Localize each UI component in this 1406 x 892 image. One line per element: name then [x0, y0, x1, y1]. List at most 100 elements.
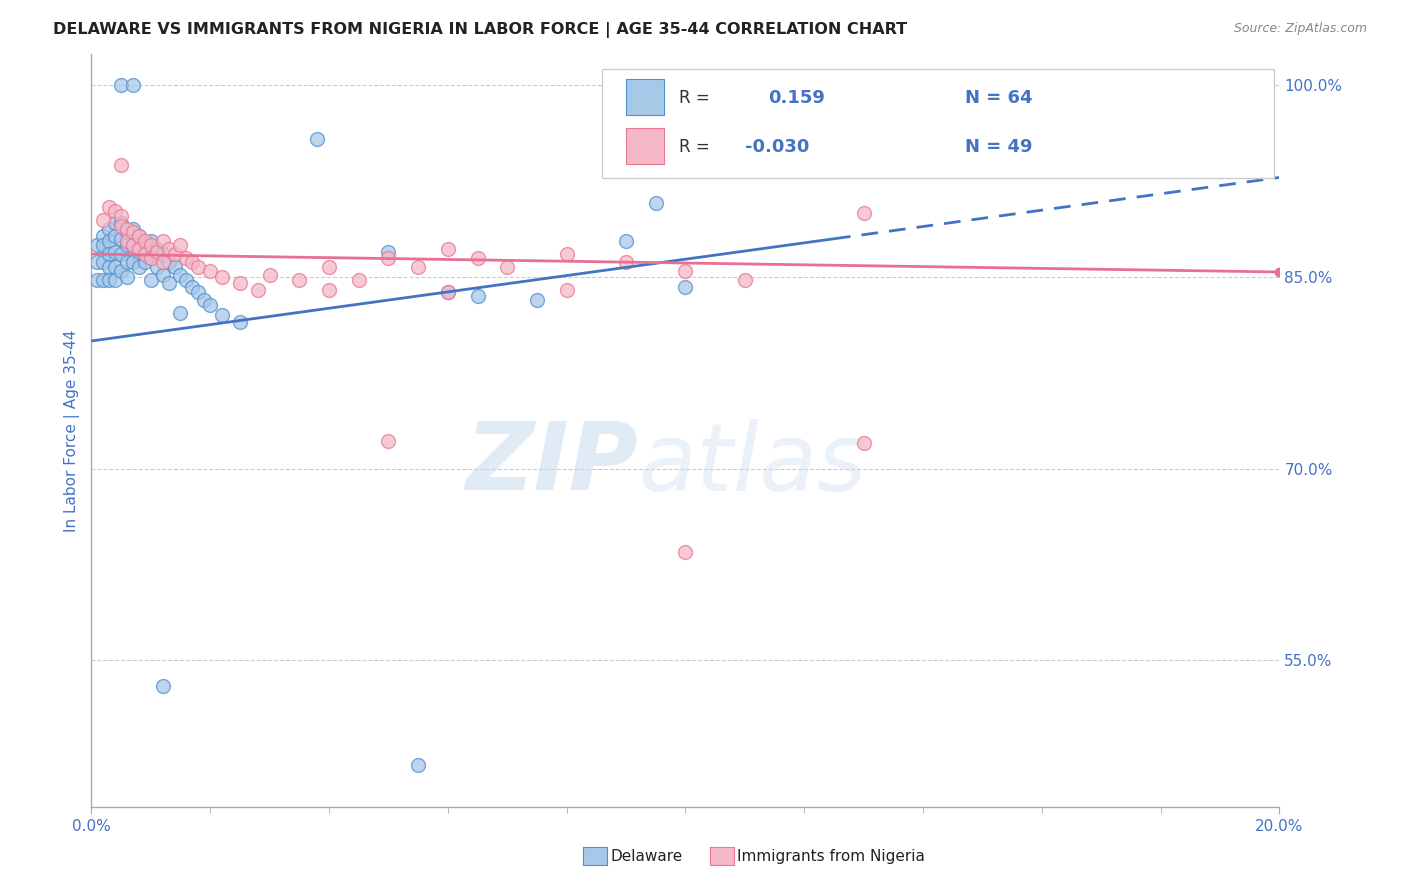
Point	[91, 212, 114, 227]
Y-axis label: In Labor Force | Age 35-44: In Labor Force | Age 35-44	[65, 329, 80, 532]
Text: Delaware: Delaware	[610, 849, 682, 863]
Text: N = 64: N = 64	[965, 89, 1032, 107]
Point	[318, 283, 340, 297]
Text: DELAWARE VS IMMIGRANTS FROM NIGERIA IN LABOR FORCE | AGE 35-44 CORRELATION CHART: DELAWARE VS IMMIGRANTS FROM NIGERIA IN L…	[53, 22, 907, 38]
Point	[128, 260, 150, 274]
Point	[246, 283, 269, 297]
Point	[152, 254, 174, 268]
Point	[377, 244, 399, 259]
Point	[115, 238, 138, 252]
Point	[110, 247, 132, 261]
Point	[229, 315, 252, 329]
Text: Immigrants from Nigeria: Immigrants from Nigeria	[737, 849, 925, 863]
Point	[152, 247, 174, 261]
Point	[176, 251, 198, 265]
Point	[122, 221, 145, 235]
Point	[200, 298, 222, 312]
Point	[163, 247, 186, 261]
Text: Source: ZipAtlas.com: Source: ZipAtlas.com	[1233, 22, 1367, 36]
Point	[152, 268, 174, 282]
Point	[169, 306, 191, 320]
Point	[98, 247, 121, 261]
Point	[122, 254, 145, 268]
Point	[134, 254, 156, 268]
FancyBboxPatch shape	[626, 78, 664, 115]
Text: 0.159: 0.159	[769, 89, 825, 107]
Text: ZIP: ZIP	[465, 418, 638, 510]
Point	[526, 293, 548, 307]
Point	[128, 242, 150, 256]
Point	[115, 270, 138, 285]
Point	[104, 260, 127, 274]
Point	[104, 216, 127, 230]
Point	[852, 206, 875, 220]
Point	[288, 273, 311, 287]
Point	[673, 263, 696, 277]
Point	[169, 238, 191, 252]
Text: atlas: atlas	[638, 419, 866, 510]
Point	[110, 219, 132, 233]
Point	[157, 277, 180, 291]
Point	[496, 260, 519, 274]
Point	[139, 251, 162, 265]
Point	[115, 235, 138, 249]
Point	[734, 273, 756, 287]
Point	[128, 229, 150, 244]
Point	[122, 78, 145, 93]
Point	[110, 78, 132, 93]
Point	[436, 285, 458, 300]
Point	[98, 273, 121, 287]
Point	[181, 254, 204, 268]
Point	[157, 242, 180, 256]
Point	[139, 273, 162, 287]
Point	[211, 309, 233, 323]
Point	[406, 260, 429, 274]
FancyBboxPatch shape	[602, 69, 1274, 178]
Point	[852, 436, 875, 450]
Point	[115, 221, 138, 235]
Point	[259, 268, 281, 282]
Point	[128, 229, 150, 244]
Point	[98, 260, 121, 274]
Point	[673, 545, 696, 559]
Point	[145, 260, 167, 274]
Point	[555, 247, 578, 261]
Point	[86, 238, 108, 252]
Point	[134, 238, 156, 252]
Point	[152, 235, 174, 249]
Point	[644, 196, 666, 211]
Point	[145, 244, 167, 259]
Text: R =: R =	[679, 89, 710, 107]
Point	[104, 229, 127, 244]
Point	[467, 289, 489, 303]
Point	[110, 232, 132, 246]
Point	[91, 273, 114, 287]
Point	[104, 244, 127, 259]
Point	[122, 238, 145, 252]
Point	[211, 270, 233, 285]
Point	[86, 254, 108, 268]
Point	[104, 203, 127, 218]
Point	[555, 283, 578, 297]
Point	[115, 254, 138, 268]
Point	[436, 242, 458, 256]
Text: -0.030: -0.030	[745, 137, 810, 155]
Point	[91, 229, 114, 244]
Point	[98, 221, 121, 235]
Point	[187, 260, 209, 274]
Point	[110, 216, 132, 230]
Point	[181, 280, 204, 294]
Point	[110, 158, 132, 172]
Text: N = 49: N = 49	[965, 137, 1032, 155]
Point	[98, 235, 121, 249]
Point	[110, 263, 132, 277]
Point	[176, 273, 198, 287]
Point	[436, 285, 458, 300]
Point	[110, 209, 132, 223]
Point	[673, 280, 696, 294]
Point	[152, 679, 174, 693]
Point	[157, 254, 180, 268]
Point	[128, 244, 150, 259]
Point	[467, 251, 489, 265]
Point	[347, 273, 370, 287]
